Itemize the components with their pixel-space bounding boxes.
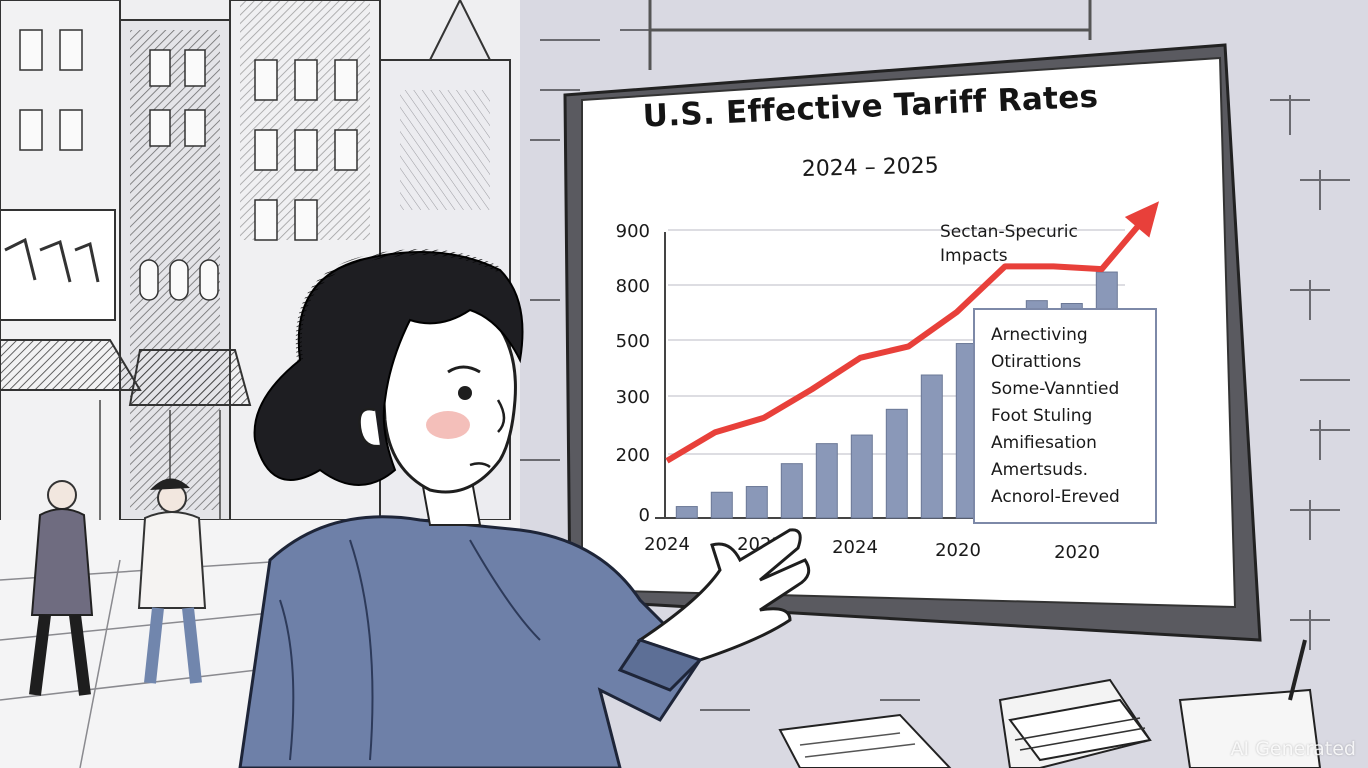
ai-generated-watermark: AI Generated xyxy=(1230,738,1356,760)
bar xyxy=(710,491,733,519)
y-tick-label: 300 xyxy=(616,387,650,408)
y-tick-label: 500 xyxy=(616,331,650,352)
pedestrian-right xyxy=(137,478,207,684)
sleeve-cuff xyxy=(617,638,703,692)
legend-line: Acnorol-Ereved xyxy=(991,487,1120,507)
ear xyxy=(358,407,381,448)
bar xyxy=(920,374,943,519)
woman xyxy=(238,249,811,768)
bar xyxy=(780,463,803,519)
blush xyxy=(426,411,470,439)
window-frame xyxy=(648,0,1092,70)
y-tick-label: 0 xyxy=(639,505,650,526)
bar xyxy=(745,486,768,519)
y-tick-label: 800 xyxy=(616,276,650,297)
trend-arrowhead xyxy=(1124,201,1160,238)
bar xyxy=(815,443,838,519)
legend-line: Amifiesation xyxy=(991,433,1097,453)
pedestrian-left xyxy=(29,480,94,696)
eye xyxy=(458,386,472,400)
y-tick-label: 900 xyxy=(616,221,650,242)
pointing-hand xyxy=(636,528,811,662)
legend-line: Amertsuds. xyxy=(991,460,1088,480)
jacket xyxy=(238,515,702,768)
legend-line: Otirattions xyxy=(991,352,1082,372)
x-tick-label: 2020 xyxy=(935,540,981,561)
x-tick-label: 2020 xyxy=(1054,542,1100,563)
legend-line: Foot Stuling xyxy=(991,406,1093,426)
x-tick-label: 2024 xyxy=(832,537,878,558)
sector-annotation: Sectan-Specuric Impacts xyxy=(940,222,1078,266)
legend-line: Some-Vanntied xyxy=(991,379,1120,399)
paper-stack xyxy=(778,639,1322,768)
x-tick-label: 2024 xyxy=(644,534,690,555)
y-tick-label: 200 xyxy=(616,445,650,466)
legend-line: Arnectiving xyxy=(991,325,1088,345)
legend-box: Arnectiving Otirattions Some-Vanntied Foot … xyxy=(973,308,1157,524)
bar xyxy=(675,506,698,519)
trend-line xyxy=(665,210,1153,464)
bar xyxy=(850,434,873,519)
bar xyxy=(885,408,908,519)
